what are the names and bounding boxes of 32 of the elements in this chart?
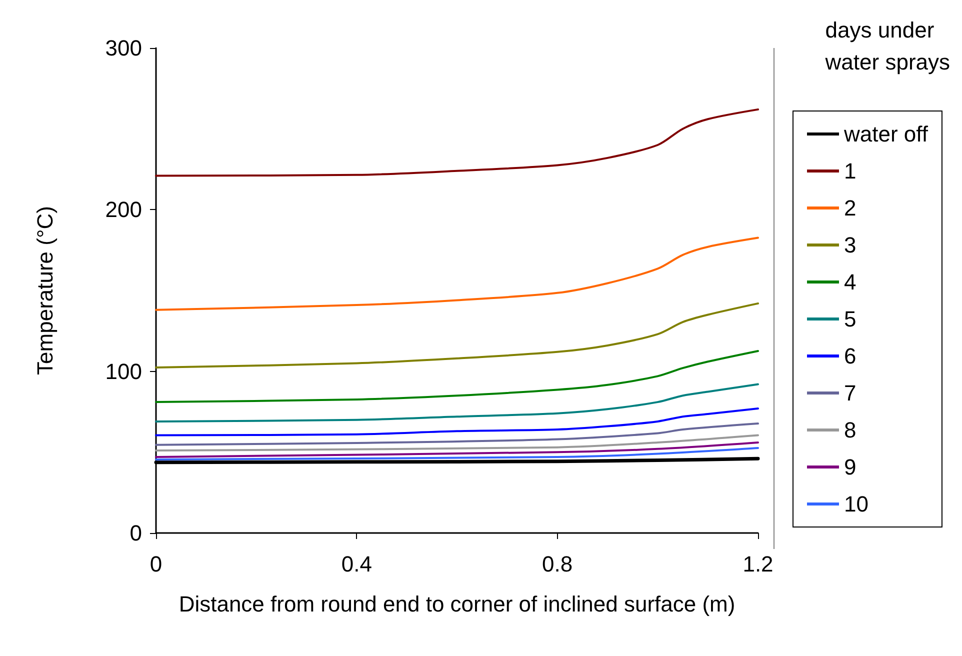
y-tick-label: 300 <box>105 36 142 60</box>
line-series <box>155 446 759 460</box>
legend-label: 8 <box>844 418 856 442</box>
y-tick-label: 200 <box>105 197 142 222</box>
y-tick-label: 0 <box>130 520 142 546</box>
x-tick-label: 0.8 <box>542 552 573 576</box>
line-series <box>155 350 759 404</box>
x-tick-label: 0 <box>150 552 162 576</box>
legend-label: 5 <box>844 306 856 332</box>
legend-label: 4 <box>844 270 856 294</box>
legend-label: 7 <box>844 380 856 406</box>
legend-label: water off <box>843 122 929 146</box>
legend-title: days under water sprays <box>824 18 950 74</box>
y-tick-label: 100 <box>105 358 142 384</box>
line-series <box>155 408 759 436</box>
legend-label: 6 <box>844 344 856 368</box>
legend-label: 3 <box>844 232 856 258</box>
line-series <box>155 441 759 458</box>
line-series <box>155 302 759 368</box>
line-series <box>155 383 759 422</box>
line-series <box>155 108 759 177</box>
line-series <box>155 434 759 452</box>
x-axis-title: Distance from round end to corner of inclined surface (m) <box>178 592 736 616</box>
x-tick-label: 1.2 <box>742 552 774 576</box>
line-series <box>155 422 759 446</box>
y-axis-title: Temperature (°C) <box>32 206 58 375</box>
x-tick-label: 0.4 <box>341 552 372 576</box>
line-series <box>155 236 759 311</box>
legend-label: 2 <box>844 196 856 220</box>
legend-label: 1 <box>844 158 856 184</box>
legend-label: 9 <box>844 454 856 480</box>
legend-label: 10 <box>844 492 868 516</box>
